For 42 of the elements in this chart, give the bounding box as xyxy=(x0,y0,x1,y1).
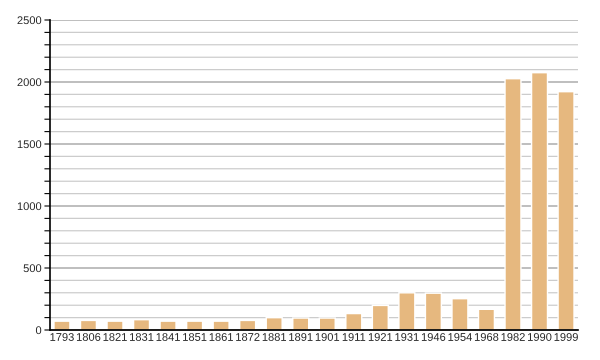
bar xyxy=(372,304,389,330)
bar xyxy=(345,312,362,330)
bar xyxy=(398,292,416,330)
bar xyxy=(424,292,442,330)
x-tick-label: 1881 xyxy=(262,333,286,341)
bar xyxy=(451,298,469,330)
x-tick-label: 1841 xyxy=(156,333,180,341)
y-tick-label: 2000 xyxy=(18,78,42,86)
bar xyxy=(557,90,575,330)
y-tick-label: 1500 xyxy=(18,140,42,148)
bar xyxy=(530,72,548,330)
bar xyxy=(212,320,230,330)
x-tick-label: 1891 xyxy=(289,333,313,341)
x-tick-label: 1946 xyxy=(422,333,446,341)
x-tick-label: 1982 xyxy=(501,333,525,341)
y-tick-label: 500 xyxy=(24,264,42,272)
x-tick-label: 1831 xyxy=(130,333,154,341)
x-tick-label: 1921 xyxy=(368,333,392,341)
x-tick-label: 1911 xyxy=(342,333,366,341)
y-tick-label: 2500 xyxy=(18,16,42,24)
bar xyxy=(266,317,283,330)
x-tick-label: 1861 xyxy=(210,333,233,341)
bar xyxy=(132,319,150,330)
bar xyxy=(186,320,204,330)
bar xyxy=(504,78,522,330)
x-tick-label: 1999 xyxy=(554,333,578,341)
x-tick-label: 1931 xyxy=(395,333,419,341)
x-tick-label: 1990 xyxy=(528,333,552,341)
y-tick-label: 1000 xyxy=(18,202,42,210)
x-tick-label: 1968 xyxy=(474,333,498,341)
x-tick-label: 1872 xyxy=(236,333,260,341)
x-tick-label: 1793 xyxy=(50,333,74,341)
x-tick-label: 1954 xyxy=(448,333,472,341)
bar xyxy=(239,320,256,330)
bar xyxy=(478,308,496,330)
x-tick-label: 1806 xyxy=(76,333,100,341)
x-tick-label: 1901 xyxy=(316,333,340,341)
bar xyxy=(292,317,310,330)
x-tick-label: 1821 xyxy=(103,333,127,341)
x-tick-label: 1851 xyxy=(183,333,206,341)
y-tick-label: 0 xyxy=(36,326,42,334)
bar xyxy=(318,317,336,330)
